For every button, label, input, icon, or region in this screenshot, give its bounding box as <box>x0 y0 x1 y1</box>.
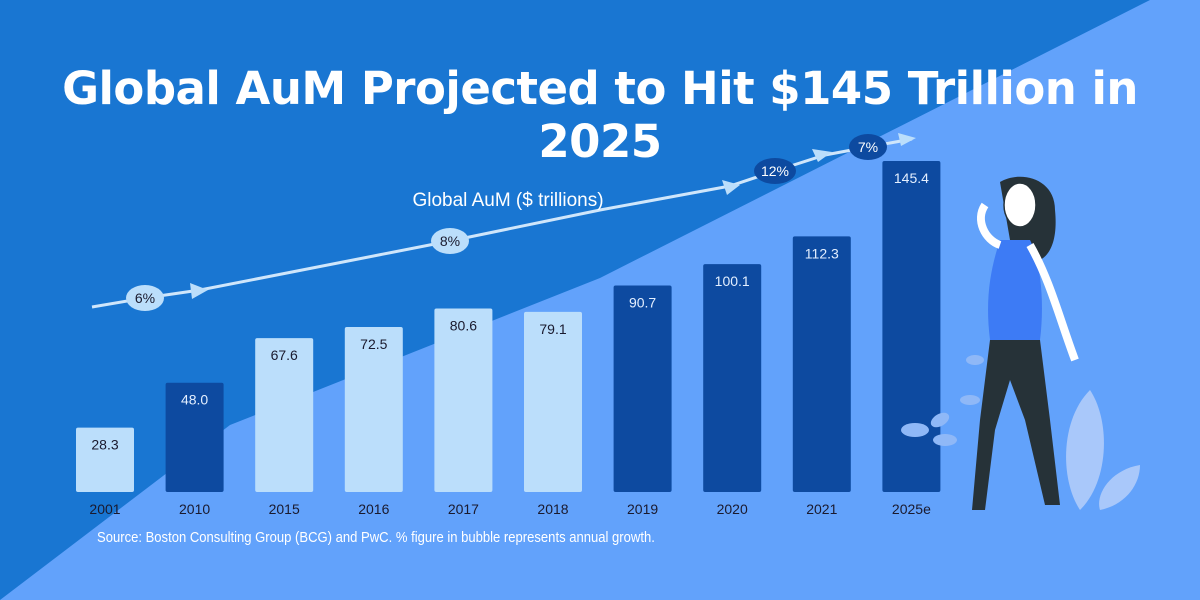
page-title: Global AuM Projected to Hit $145 Trillio… <box>62 62 1138 168</box>
growth-bubble <box>126 285 164 311</box>
x-tick-label: 2025e <box>892 501 931 517</box>
growth-bubble-label: 6% <box>135 290 155 306</box>
bar-2021 <box>792 236 851 492</box>
bar-2025e <box>882 161 941 492</box>
leaf-decoration <box>901 355 1140 510</box>
x-tick-label: 2019 <box>627 501 658 517</box>
bar-2010 <box>165 382 224 492</box>
data-label: 28.3 <box>91 437 118 453</box>
growth-bubble <box>431 228 469 254</box>
growth-trend-line <box>91 133 916 309</box>
data-label: 48.0 <box>181 392 208 408</box>
bar-2017 <box>434 308 493 492</box>
arrow-icon <box>898 133 916 146</box>
data-label: 67.6 <box>271 347 298 363</box>
bar-2001 <box>76 427 134 492</box>
x-tick-label: 2015 <box>269 501 300 517</box>
bar-2016 <box>344 326 403 492</box>
arrow-icon <box>722 180 740 195</box>
x-tick-label: 2001 <box>89 501 120 517</box>
x-tick-label: 2010 <box>179 501 210 517</box>
data-label: 100.1 <box>715 273 750 289</box>
growth-bubble-label: 12% <box>761 163 789 179</box>
woman-illustration <box>901 176 1140 510</box>
bar-2019 <box>613 285 672 492</box>
source-note: Source: Boston Consulting Group (BCG) an… <box>97 530 655 546</box>
arrow-icon <box>812 149 832 162</box>
growth-bubble <box>754 158 796 184</box>
data-label: 90.7 <box>629 295 656 311</box>
bar-2018 <box>524 311 582 492</box>
data-label: 145.4 <box>894 170 929 186</box>
bar-2015 <box>255 338 314 492</box>
data-label: 72.5 <box>360 336 387 352</box>
arrow-icon <box>190 283 208 299</box>
x-tick-label: 2020 <box>717 501 748 517</box>
bar-2020 <box>703 264 762 492</box>
x-tick-label: 2017 <box>448 501 479 517</box>
series-label: Global AuM ($ trillions) <box>412 190 603 211</box>
x-tick-label: 2018 <box>537 501 568 517</box>
growth-bubble-label: 7% <box>858 139 878 155</box>
data-label: 79.1 <box>539 321 566 337</box>
growth-bubble-label: 8% <box>440 233 460 249</box>
x-tick-label: 2021 <box>806 501 837 517</box>
x-tick-label: 2016 <box>358 501 389 517</box>
data-label: 112.3 <box>805 245 839 261</box>
data-label: 80.6 <box>450 318 477 334</box>
growth-bubble <box>849 134 887 160</box>
